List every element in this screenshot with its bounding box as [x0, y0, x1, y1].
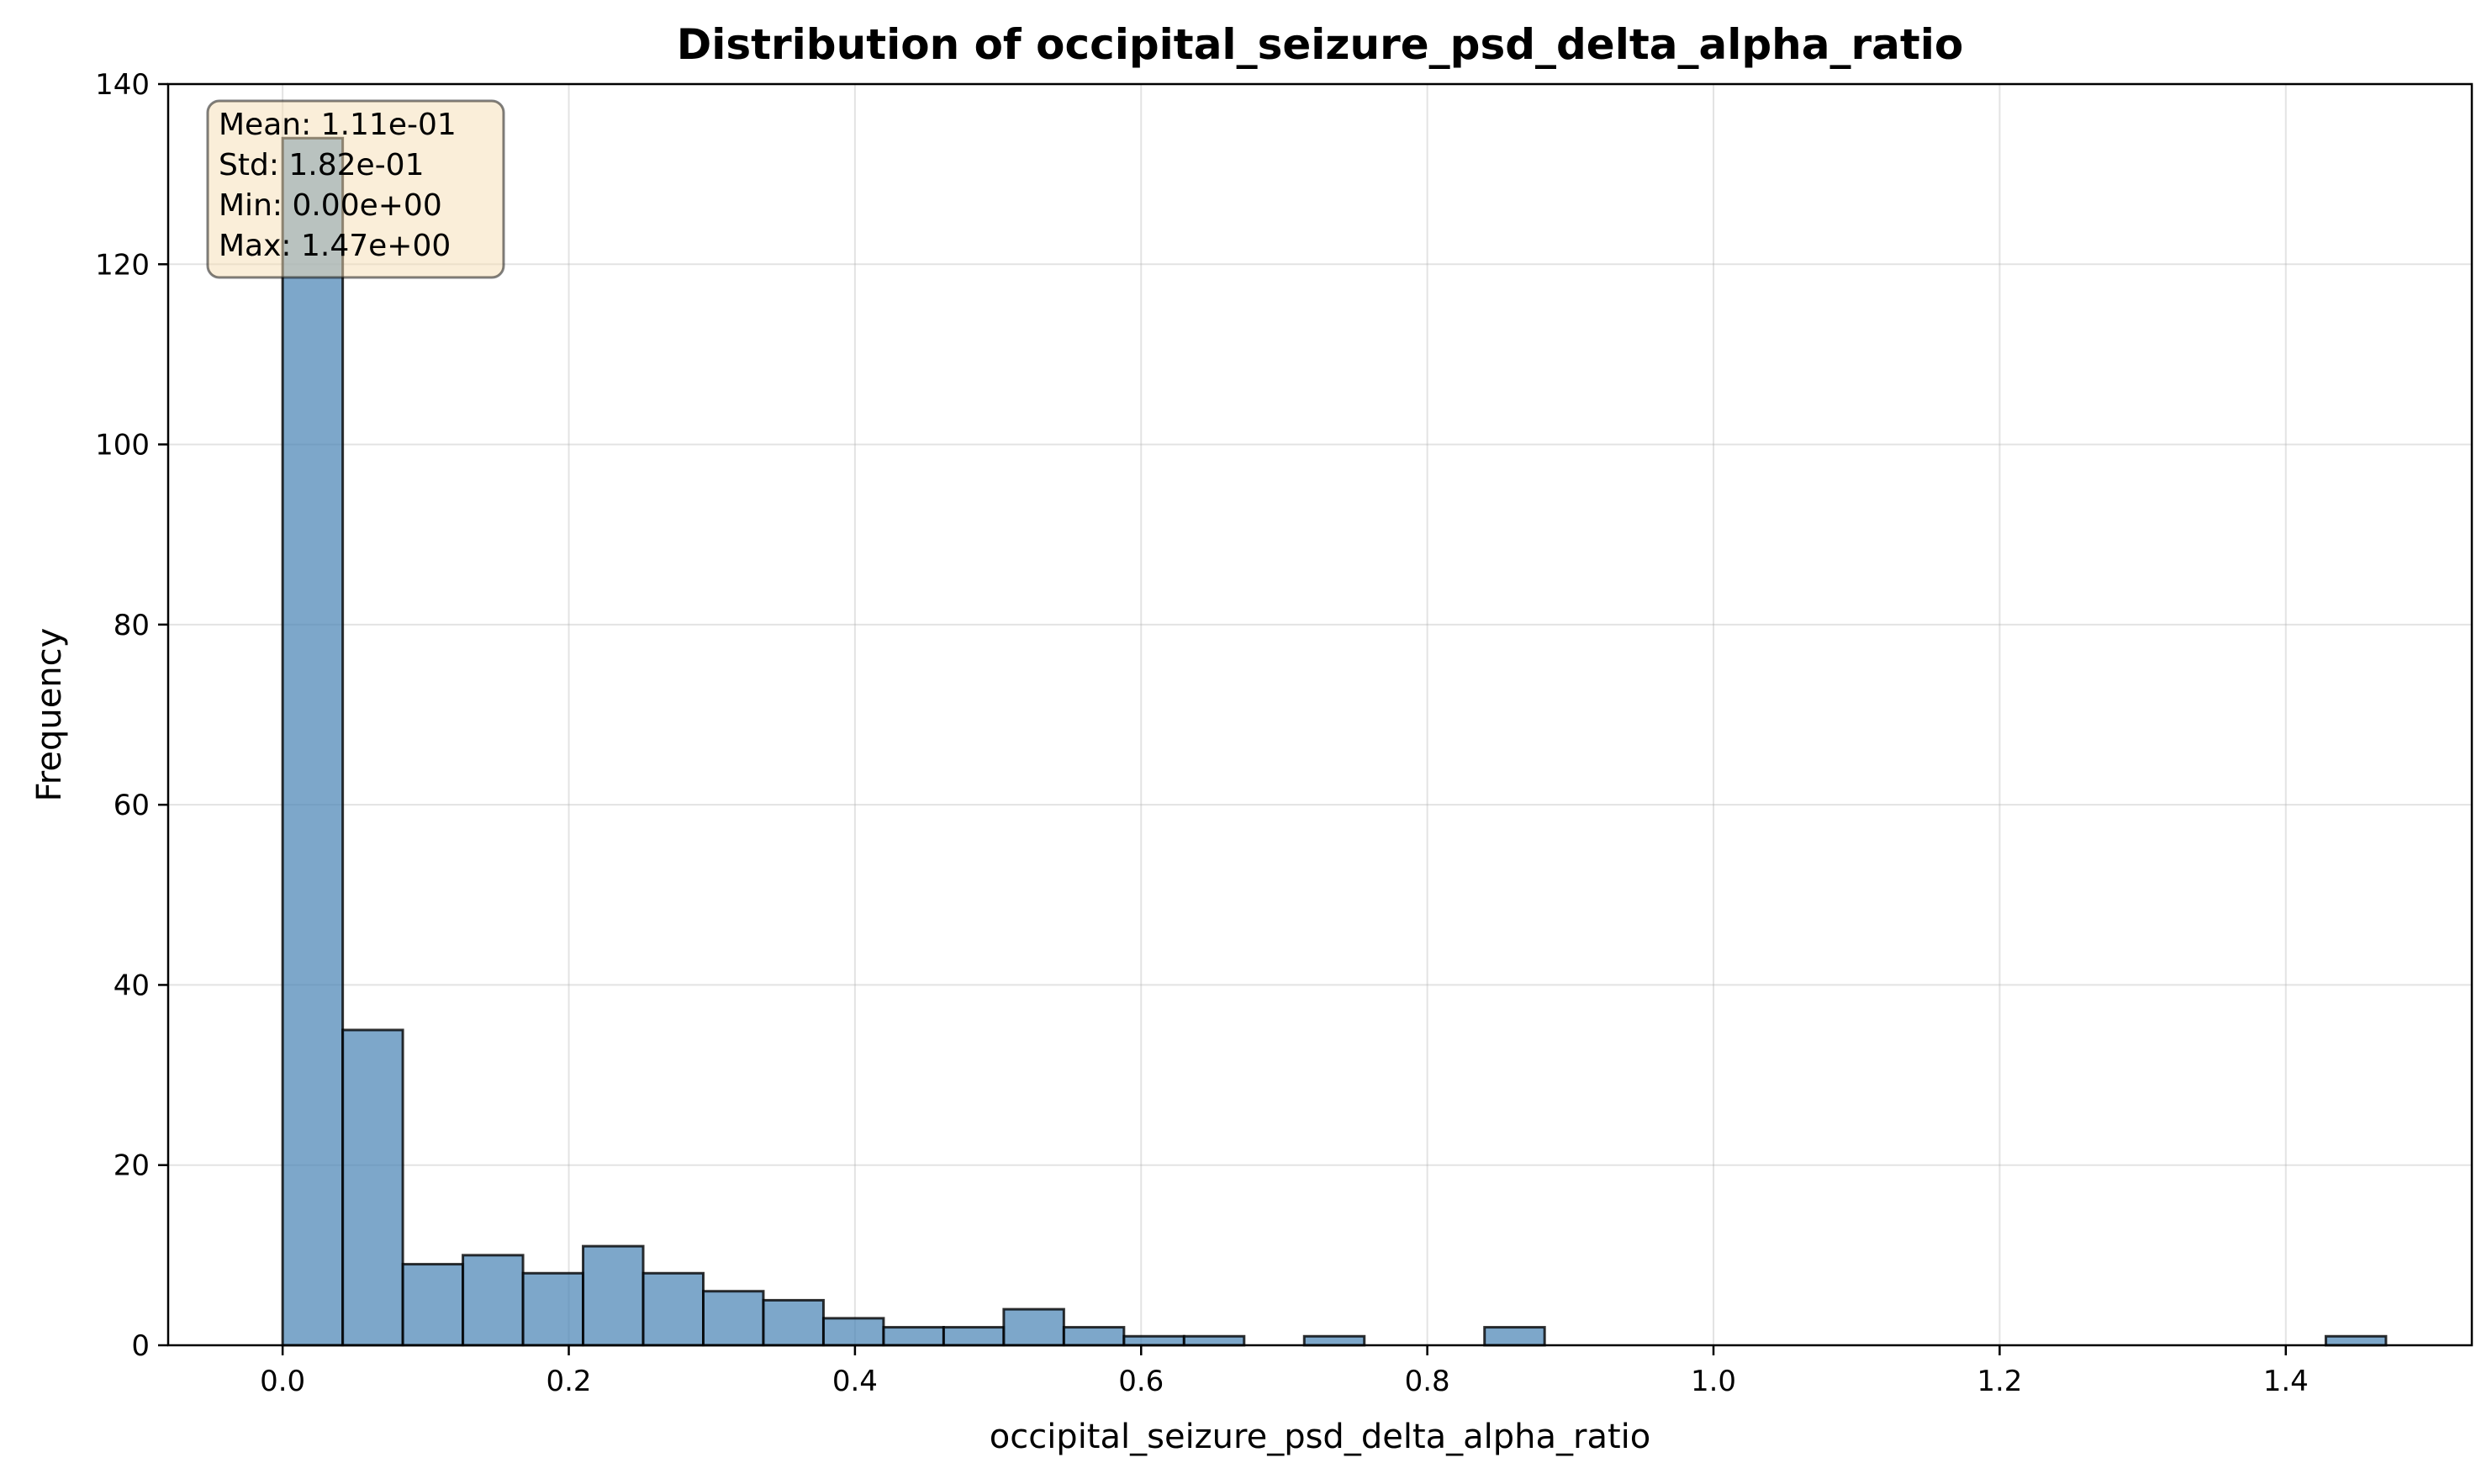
histogram-bar: [1002, 1307, 1065, 1347]
stats-std: Std: 1.82e-01: [219, 148, 425, 182]
histogram-bar: [462, 1254, 525, 1347]
y-tick-label: 20: [114, 1149, 150, 1183]
stats-box-background: [206, 99, 505, 279]
y-tick-label: 100: [95, 429, 150, 462]
histogram-bar: [582, 1244, 645, 1347]
y-axis-ticks: 0 20 40 60 80 100 120 140: [95, 68, 168, 1363]
histogram-bar: [521, 1271, 585, 1347]
stats-min: Min: 0.00e+00: [219, 188, 442, 223]
histogram-bar: [1483, 1326, 1546, 1347]
histogram-bar: [1122, 1334, 1185, 1347]
x-axis-label: occipital_seizure_psd_delta_alpha_ratio: [990, 1418, 1651, 1456]
y-axis-label: Frequency: [30, 628, 69, 802]
y-tick-label: 80: [114, 609, 150, 642]
y-tick-label: 0: [131, 1329, 150, 1363]
histogram-bar: [1182, 1334, 1246, 1347]
x-tick-label: 0.0: [260, 1365, 305, 1398]
x-tick-label: 0.4: [832, 1365, 878, 1398]
stats-box: Mean: 1.11e-01 Std: 1.82e-01 Min: 0.00e+…: [206, 99, 505, 279]
y-tick-label: 120: [95, 248, 150, 282]
histogram-bar: [641, 1271, 705, 1347]
stats-mean: Mean: 1.11e-01: [219, 108, 457, 142]
histogram-bar: [762, 1298, 825, 1347]
x-tick-label: 0.2: [546, 1365, 591, 1398]
plot-frame: [166, 82, 2474, 1347]
chart-title: Distribution of occipital_seizure_psd_de…: [677, 20, 1964, 69]
x-tick-label: 1.0: [1691, 1365, 1736, 1398]
y-tick-label: 140: [95, 68, 150, 102]
x-tick-label: 0.6: [1118, 1365, 1164, 1398]
histogram-bar: [2324, 1334, 2388, 1347]
y-tick-label: 40: [114, 969, 150, 1002]
histogram-bar: [701, 1290, 765, 1347]
x-tick-label: 1.2: [1977, 1365, 2022, 1398]
histogram-bar: [1062, 1326, 1126, 1347]
y-tick-label: 60: [114, 789, 150, 822]
histogram-bar: [281, 136, 345, 1347]
histogram-bar: [1302, 1334, 1366, 1347]
histogram-bar: [401, 1263, 465, 1347]
histogram-bar: [882, 1326, 945, 1347]
histogram-bar: [821, 1317, 885, 1347]
x-tick-label: 0.8: [1405, 1365, 1450, 1398]
x-axis-ticks: 0.0 0.2 0.4 0.6 0.8 1.0 1.2 1.4: [260, 1345, 2309, 1398]
stats-max: Max: 1.47e+00: [219, 229, 451, 263]
x-tick-label: 1.4: [2263, 1365, 2309, 1398]
histogram-bar: [942, 1326, 1006, 1347]
histogram-bar: [341, 1028, 404, 1347]
